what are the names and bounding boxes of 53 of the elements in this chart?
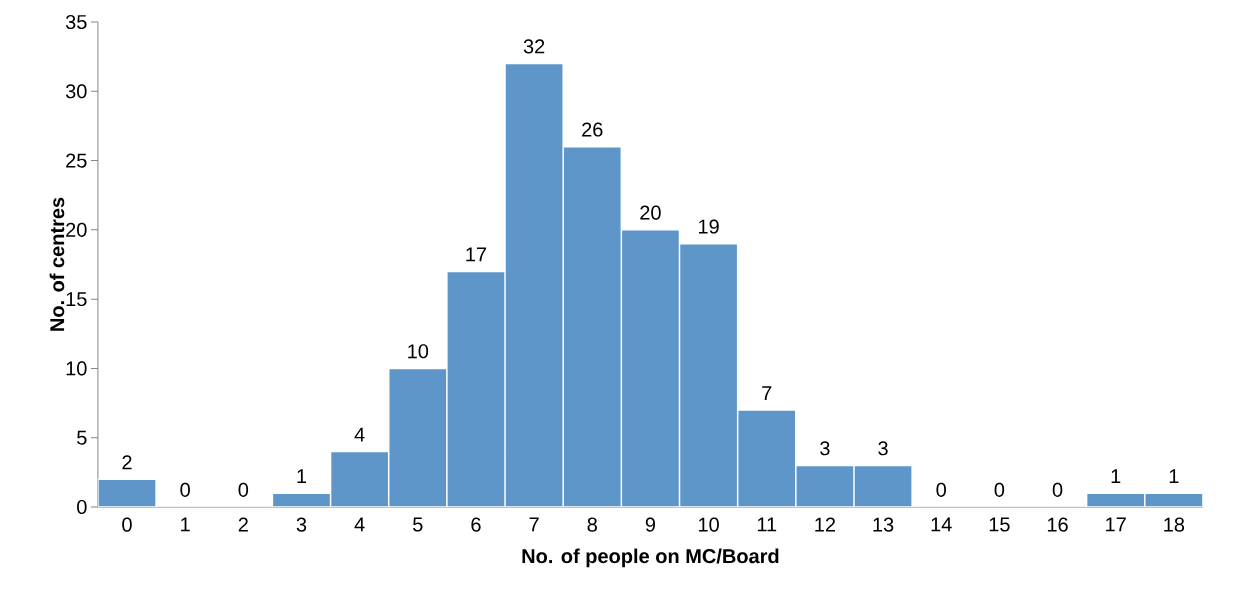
x-tick-label: 16 [1047, 517, 1068, 532]
x-tick-label: 8 [587, 517, 597, 532]
x-tick-label: 12 [815, 517, 836, 532]
bar [446, 270, 506, 507]
x-tick-label: 14 [931, 517, 952, 532]
x-tick-label: 7 [529, 517, 539, 532]
data-label: 0 [238, 482, 249, 497]
x-tick-label: 17 [1106, 517, 1126, 532]
x-tick-label: 4 [354, 517, 365, 532]
y-axis-title: No. of centres [49, 197, 65, 331]
data-label: 1 [297, 469, 307, 484]
data-label: 26 [582, 122, 603, 137]
data-label: 2 [122, 455, 132, 470]
x-tick-label: 3 [296, 517, 307, 532]
data-label: 32 [523, 39, 545, 54]
y-tick-label: 20 [66, 222, 87, 237]
y-tick-label: 10 [66, 361, 87, 376]
y-tick-label: 5 [77, 430, 87, 445]
x-tick-label: 2 [238, 517, 248, 532]
data-label: 0 [936, 482, 946, 497]
data-label: 20 [640, 205, 661, 220]
x-axis-title: No. of people on MC/Board [522, 548, 779, 568]
x-tick-label: 18 [1164, 517, 1185, 532]
data-label: 7 [762, 386, 772, 400]
data-label: 3 [878, 441, 888, 456]
bar [97, 478, 157, 507]
data-label: 19 [698, 219, 719, 234]
data-label: 0 [1052, 482, 1063, 497]
y-tick-label: 30 [65, 84, 87, 99]
data-label: 1 [1169, 469, 1179, 484]
bar [853, 464, 913, 507]
x-tick-label: 9 [645, 517, 656, 532]
data-label: 1 [1111, 469, 1121, 484]
bar [504, 62, 564, 507]
data-label: 0 [180, 482, 190, 497]
x-tick-label: 1 [181, 517, 190, 532]
data-label: 3 [820, 441, 830, 456]
y-tick-label: 25 [66, 153, 87, 168]
data-label: 10 [408, 344, 429, 359]
x-tick-label: 13 [873, 517, 894, 532]
x-tick-label: 15 [989, 517, 1010, 532]
bar [795, 464, 855, 507]
x-tick-label: 6 [471, 517, 481, 532]
y-tick-label: 15 [66, 292, 87, 307]
x-tick-label: 10 [698, 517, 719, 532]
data-label: 4 [354, 427, 365, 442]
x-tick-label: 5 [413, 517, 423, 532]
x-tick-label: 11 [757, 517, 777, 532]
x-tick-label: 0 [122, 517, 132, 532]
y-tick-label: 35 [65, 14, 87, 30]
y-tick-label: 0 [77, 499, 87, 515]
data-label: 0 [994, 482, 1005, 497]
data-label: 17 [466, 247, 487, 262]
